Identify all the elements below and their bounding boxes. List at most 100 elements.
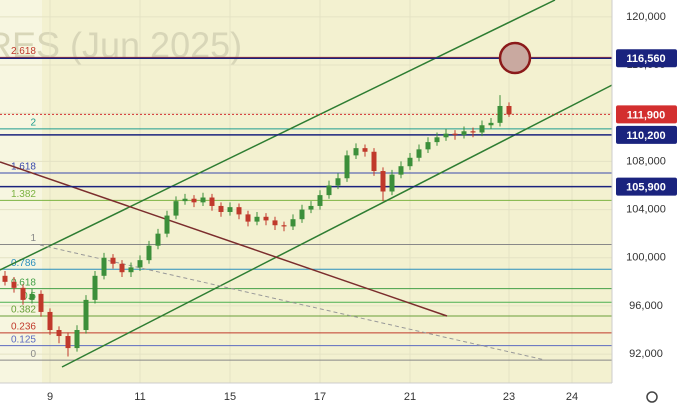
target-circle <box>498 41 532 75</box>
candle-body <box>101 257 107 276</box>
candle-body <box>452 133 458 135</box>
x-tick-label: 23 <box>503 391 515 403</box>
candle-body <box>155 233 161 246</box>
candle-body <box>461 131 467 135</box>
x-tick-label: 11 <box>134 391 145 403</box>
candle-body <box>479 125 485 133</box>
channel-lower <box>61 81 619 368</box>
candle-body <box>344 155 350 179</box>
fib-label: 0.786 <box>11 258 36 269</box>
fib-label: 0.382 <box>11 305 36 316</box>
candle-body <box>173 201 179 216</box>
fib-label: 1.618 <box>11 162 36 173</box>
candle-body <box>164 215 170 234</box>
fib-label: 1 <box>30 233 36 244</box>
candle-body <box>299 209 305 220</box>
axis-labels: 120,000116,000112,000108,000104,000100,0… <box>47 11 677 403</box>
candle-body <box>65 336 71 349</box>
plot-shade <box>0 0 42 383</box>
price-tag-label: 110,200 <box>626 130 665 142</box>
candle-body <box>497 105 503 123</box>
candle-body <box>56 330 62 337</box>
candle-body <box>182 198 188 202</box>
candle-body <box>443 133 449 138</box>
candle-body <box>245 214 251 222</box>
candle-body <box>398 166 404 175</box>
candle-body <box>362 148 368 152</box>
candle-body <box>74 330 80 349</box>
candle-body <box>425 142 431 150</box>
price-tag-label: 111,900 <box>627 109 666 121</box>
candle-body <box>146 245 152 261</box>
candle-body <box>200 197 206 203</box>
price-tag-label: 116,560 <box>626 53 665 65</box>
price-tag <box>616 49 677 68</box>
fib-label: 0.125 <box>11 334 36 345</box>
candle-body <box>92 275 98 300</box>
price-tag-label: 105,900 <box>626 182 666 194</box>
candle-body <box>272 220 278 226</box>
fib-label: 2.618 <box>11 46 36 57</box>
fib-label: 0.5 <box>22 291 36 302</box>
candle-body <box>227 207 233 212</box>
candle-body <box>317 195 323 206</box>
watermark: URES (Jun 2025) <box>0 25 242 66</box>
candle-body <box>353 148 359 156</box>
fib-label: 2 <box>30 118 36 129</box>
x-tick-label: 15 <box>224 391 236 403</box>
candle-body <box>191 198 197 203</box>
candle-body <box>407 157 413 167</box>
candle-body <box>371 151 377 172</box>
y-tick-label: 92,000 <box>629 348 663 360</box>
x-tick-label: 21 <box>404 391 416 403</box>
candle-body <box>29 293 35 300</box>
candle-body <box>308 205 314 210</box>
candle-body <box>506 105 512 115</box>
candle-body <box>335 178 341 186</box>
y-tick-label: 120,000 <box>626 11 666 23</box>
x-tick-label: 17 <box>314 391 326 403</box>
candle-body <box>209 197 215 206</box>
candle-body <box>110 257 116 264</box>
candle-body <box>254 216 260 222</box>
candle-body <box>2 275 8 282</box>
y-tick-label: 96,000 <box>629 300 663 312</box>
candle-body <box>380 171 386 192</box>
fib-label: 0.618 <box>11 277 36 288</box>
candle-body <box>434 137 440 143</box>
candle-body <box>128 267 134 273</box>
fib-label: 0.236 <box>11 321 36 332</box>
candle-body <box>119 263 125 273</box>
x-tick-label: 9 <box>47 391 53 403</box>
settings-icon[interactable] <box>646 391 658 403</box>
time-axis <box>0 383 612 412</box>
price-tag <box>616 105 677 124</box>
y-tick-label: 104,000 <box>626 203 666 215</box>
candle-body <box>389 174 395 192</box>
candle-body <box>137 260 143 268</box>
candle-body <box>281 225 287 227</box>
candle-body <box>326 185 332 196</box>
y-tick-label: 100,000 <box>626 252 666 264</box>
trend-line <box>0 161 448 317</box>
candle-body <box>47 311 53 331</box>
candle-body <box>11 281 17 288</box>
price-axis <box>612 0 680 412</box>
candle-body <box>236 207 242 215</box>
candle-body <box>20 287 26 300</box>
candle-body <box>83 299 89 331</box>
candle-body <box>290 219 296 227</box>
y-tick-label: 108,000 <box>626 155 666 167</box>
price-tag <box>616 177 677 196</box>
candle-body <box>38 293 44 312</box>
fib-label: 0 <box>30 349 36 360</box>
price-tag <box>616 125 677 144</box>
candle-body <box>416 149 422 158</box>
candle-body <box>263 216 269 221</box>
candles <box>2 95 512 357</box>
x-tick-label: 24 <box>566 391 578 403</box>
candle-body <box>488 122 494 126</box>
candle-body <box>470 131 476 133</box>
fib-label: 1.382 <box>11 189 36 200</box>
